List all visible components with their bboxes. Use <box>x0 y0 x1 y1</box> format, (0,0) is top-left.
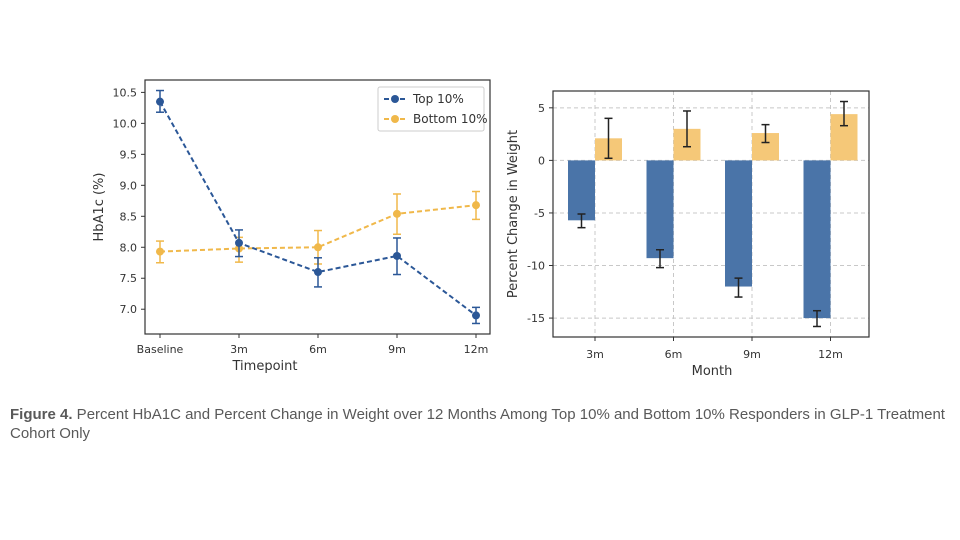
figure-label: Figure 4. <box>10 406 73 423</box>
x-tick-label: 9m <box>743 348 761 361</box>
data-point-top-10 <box>314 268 322 277</box>
x-tick-label: 12m <box>464 343 489 356</box>
y-tick-label: 8.0 <box>120 241 138 254</box>
bar-top-10 <box>725 160 752 287</box>
hba1c-line-chart: 7.0 7.5 8.0 8.5 9.0 9.5 10.0 10.5 Baseline 3m 6m 9… <box>92 79 491 374</box>
y-tick-label: 8.5 <box>120 210 138 223</box>
y-tick-label: 10.0 <box>113 117 138 130</box>
y-tick-label: 9.0 <box>120 179 138 192</box>
chart2-y-ticks: 5 0 -5 -10 -15 <box>527 102 553 325</box>
y-tick-label: -10 <box>527 260 545 273</box>
chart1-series <box>156 89 480 325</box>
y-tick-label: 7.5 <box>120 272 138 285</box>
chart2-bars <box>568 100 858 328</box>
y-tick-label: 9.5 <box>120 148 138 161</box>
weight-change-bar-chart: 5 0 -5 -10 -15 3m 6m 9m 12m Month Percent Chang… <box>506 90 870 379</box>
series-line-top-10 <box>159 101 477 317</box>
chart2-x-axis-label: Month <box>692 364 733 379</box>
data-point-bottom-10 <box>314 243 322 252</box>
chart2-y-axis-label: Percent Change in Weight <box>506 130 521 298</box>
legend-top-marker <box>391 95 399 103</box>
chart1-y-axis-label: HbA1c (%) <box>92 173 107 242</box>
chart1-legend: Top 10% Bottom 10% <box>377 86 488 132</box>
x-tick-label: 12m <box>818 348 843 361</box>
data-point-bottom-10 <box>393 209 401 218</box>
data-point-top-10 <box>156 97 164 106</box>
chart1-x-ticks: Baseline 3m 6m 9m 12m <box>137 334 489 356</box>
data-point-top-10 <box>393 251 401 260</box>
y-tick-label: 7.0 <box>120 303 138 316</box>
x-tick-label: 6m <box>309 343 327 356</box>
data-point-top-10 <box>235 238 243 247</box>
y-tick-label: 0 <box>538 154 545 167</box>
y-tick-label: -5 <box>534 207 545 220</box>
chart1-y-ticks: 7.0 7.5 8.0 8.5 9.0 9.5 10.0 10.5 <box>113 86 145 316</box>
x-tick-label: 9m <box>388 343 406 356</box>
legend-bottom-marker <box>391 115 399 123</box>
x-tick-label: 3m <box>230 343 248 356</box>
y-tick-label: 10.5 <box>113 86 138 99</box>
x-tick-label: Baseline <box>137 343 184 356</box>
data-point-top-10 <box>472 311 480 320</box>
bar-top-10 <box>646 160 674 259</box>
data-point-bottom-10 <box>472 201 480 210</box>
series-line-bottom-10 <box>159 204 477 253</box>
data-point-bottom-10 <box>156 247 164 256</box>
chart1-x-axis-label: Timepoint <box>232 359 298 374</box>
chart2-x-ticks: 3m 6m 9m 12m <box>586 337 843 361</box>
bar-top-10 <box>568 160 595 221</box>
x-tick-label: 3m <box>586 348 604 361</box>
bar-top-10 <box>803 160 831 319</box>
figure-caption-text: Percent HbA1C and Percent Change in Weig… <box>10 406 945 442</box>
y-tick-label: -15 <box>527 312 545 325</box>
figure-caption: Figure 4. Percent HbA1C and Percent Chan… <box>10 405 950 443</box>
x-tick-label: 6m <box>665 348 683 361</box>
chart2-plot-frame <box>552 90 870 338</box>
y-tick-label: 5 <box>538 102 545 115</box>
legend-bottom-label: Bottom 10% <box>413 112 488 126</box>
legend-top-label: Top 10% <box>412 92 464 106</box>
